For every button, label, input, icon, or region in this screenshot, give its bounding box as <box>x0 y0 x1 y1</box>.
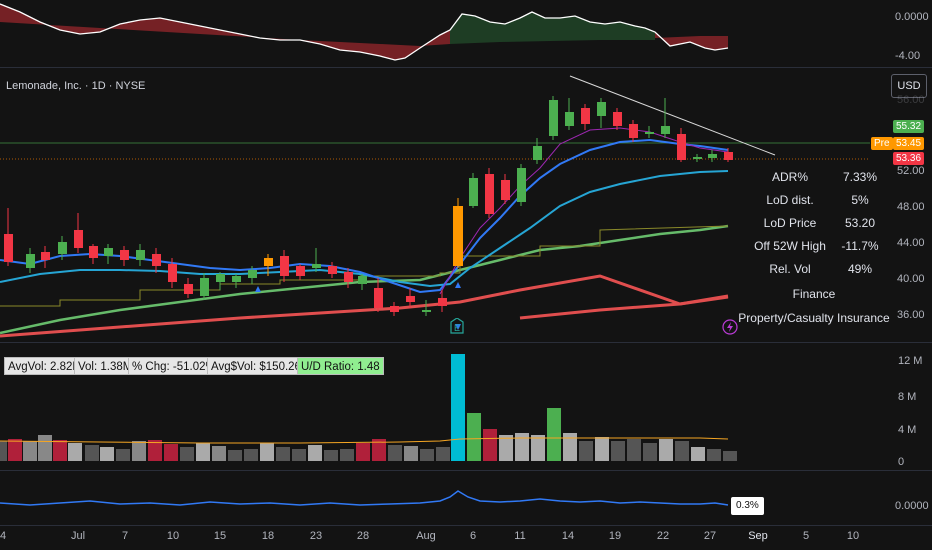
stat-value: 49% <box>847 262 873 276</box>
pane-separator[interactable] <box>0 67 932 68</box>
stat-label: LoD Price <box>763 216 817 230</box>
price-tick-44: 44.00 <box>897 237 925 249</box>
earnings-marker-icon[interactable]: E <box>450 317 464 334</box>
price-tick-40: 40.00 <box>897 273 925 285</box>
date-label: 4 <box>0 530 7 542</box>
pane-separator <box>0 525 932 526</box>
pane-separator[interactable] <box>0 470 932 471</box>
sector-text: Finance <box>792 287 836 301</box>
date-label: 14 <box>561 530 575 542</box>
indicator-value-badge: 0.3% <box>731 497 764 515</box>
stat-value: 53.20 <box>844 216 876 230</box>
ud-ratio-tag: U/D Ratio: 1.48 <box>297 357 384 375</box>
vol-tag: Vol: 1.38M <box>74 357 137 375</box>
price-pane[interactable]: Lemonade, Inc. · 1D · NYSE USD 56.00 52.… <box>0 68 932 341</box>
bottom-indicator-tick: 0.0000 <box>895 500 929 512</box>
price-badge-green: 55.32 <box>893 120 925 133</box>
stat-label: LoD dist. <box>766 193 814 207</box>
date-label: 6 <box>469 530 477 542</box>
date-label: 19 <box>608 530 622 542</box>
date-label: 7 <box>121 530 129 542</box>
volume-tick-0: 0 <box>898 456 905 468</box>
currency-button[interactable]: USD <box>891 74 927 98</box>
date-label: 22 <box>656 530 670 542</box>
indicator-value: 0.3% <box>736 500 759 511</box>
lightning-icon[interactable] <box>722 319 738 335</box>
candlesticks <box>4 96 733 316</box>
price-chart[interactable] <box>0 68 932 341</box>
volume-pane: 12 M 8 M 4 M 0 <box>0 343 932 468</box>
stat-label: Rel. Vol <box>769 262 811 276</box>
avg-vol-tag: AvgVol: 2.82M <box>4 357 86 375</box>
stat-label: Off 52W High <box>754 239 826 253</box>
volume-tick-12m: 12 M <box>898 355 923 367</box>
avg-dollar-vol-tag: Avg$Vol: $150.26M <box>207 357 315 375</box>
stat-value: 7.33% <box>842 170 878 184</box>
top-indicator-tick-1: -4.00 <box>895 50 921 62</box>
premarket-price-badge: 53.45 <box>893 137 925 150</box>
price-tick-36: 36.00 <box>897 309 925 321</box>
date-label: 10 <box>166 530 180 542</box>
volume-tick-4m: 4 M <box>898 424 917 436</box>
volume-chart <box>0 354 737 461</box>
bottom-indicator-pane: 0.3% 0.0000 <box>0 471 932 523</box>
price-tick-56: 56.00 <box>897 94 925 106</box>
top-indicator-plot <box>0 3 729 61</box>
date-label: 27 <box>703 530 717 542</box>
stat-value: 5% <box>851 193 869 207</box>
bottom-indicator-plot <box>0 490 729 506</box>
date-label: 23 <box>309 530 323 542</box>
date-label: 11 <box>514 530 526 542</box>
date-label: 10 <box>846 530 860 542</box>
top-indicator-pane: 0.0000 -4.00 <box>0 0 932 66</box>
pct-change-tag: % Chg: -51.02% <box>128 357 220 375</box>
date-label: 18 <box>261 530 275 542</box>
volume-tick-8m: 8 M <box>898 391 917 403</box>
date-label: Aug <box>416 530 436 542</box>
date-label: Sep <box>748 530 768 542</box>
pane-separator[interactable] <box>0 342 932 343</box>
svg-text:E: E <box>454 323 460 333</box>
top-indicator-tick-0: 0.0000 <box>895 11 929 23</box>
symbol-title[interactable]: Lemonade, Inc. · 1D · NYSE <box>6 80 146 92</box>
price-tick-48: 48.00 <box>897 201 925 213</box>
date-label: 15 <box>213 530 227 542</box>
stat-label: ADR% <box>771 170 808 184</box>
currency-label: USD <box>897 80 921 92</box>
industry-text: Property/Casualty Insurance <box>738 311 890 325</box>
date-label: 5 <box>802 530 810 542</box>
price-tick-52: 52.00 <box>897 165 925 177</box>
date-label: Jul <box>70 530 86 542</box>
last-price-badge: 53.36 <box>893 152 925 165</box>
premarket-label: Pre <box>871 137 893 150</box>
date-label: 28 <box>356 530 370 542</box>
stat-value: -11.7% <box>841 239 879 253</box>
